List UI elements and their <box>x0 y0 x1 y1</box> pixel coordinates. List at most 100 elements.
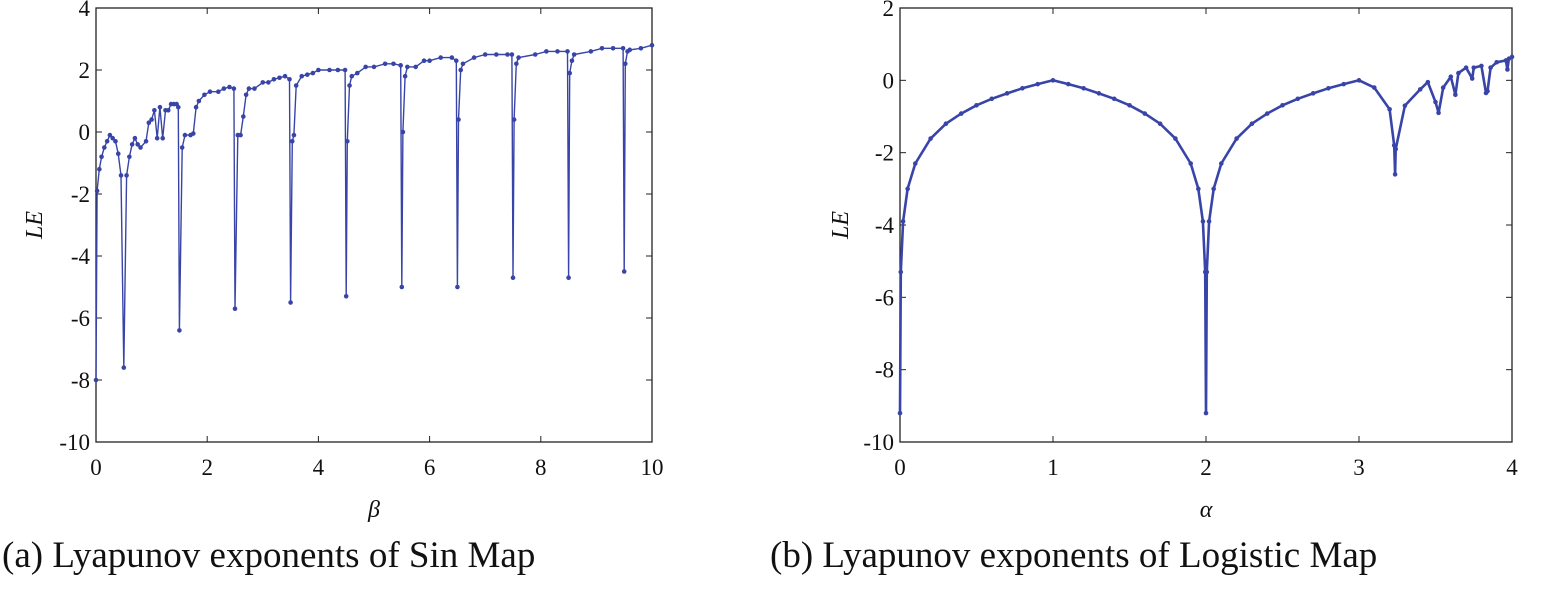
data-point <box>154 135 160 141</box>
y-tick-label: -6 <box>875 285 894 310</box>
data-point <box>1196 186 1201 192</box>
x-tick-label: 8 <box>535 455 547 480</box>
data-point <box>1440 85 1446 90</box>
data-point <box>449 55 455 60</box>
data-point <box>1341 81 1346 87</box>
data-point <box>1485 88 1490 94</box>
y-tick-label: 0 <box>79 120 91 145</box>
chart-1: 0 2 4 6 8 10 -10 -8 -6 -4 -2 0 2 4 β LE <box>22 0 664 523</box>
y-tick-label: 0 <box>883 68 895 93</box>
data-point <box>289 139 295 144</box>
data-point <box>1081 85 1086 91</box>
data-point <box>347 83 352 88</box>
data-point <box>391 61 396 67</box>
data-point <box>177 328 182 333</box>
data-point <box>588 49 594 54</box>
data-point <box>157 104 163 110</box>
data-point <box>97 166 102 172</box>
data-point <box>1463 65 1469 70</box>
data-point <box>1157 121 1163 127</box>
data-point <box>1096 91 1102 96</box>
series-line <box>898 55 1513 415</box>
data-point <box>110 135 115 141</box>
data-point <box>291 132 297 138</box>
x-tick-label: 2 <box>201 455 213 480</box>
data-point <box>1050 78 1056 83</box>
data-point <box>438 55 444 60</box>
data-point <box>231 86 237 91</box>
data-point <box>316 67 321 73</box>
data-point <box>571 52 577 57</box>
data-point <box>1372 85 1377 90</box>
data-point <box>1295 96 1301 102</box>
data-point <box>974 102 979 108</box>
data-point <box>121 365 127 370</box>
data-point <box>1402 103 1408 108</box>
y-tick-label: 2 <box>79 58 91 83</box>
data-point <box>1234 136 1239 141</box>
data-point <box>928 136 933 141</box>
data-point <box>104 139 110 144</box>
data-point <box>241 114 246 119</box>
data-point <box>398 63 403 68</box>
data-point <box>514 61 519 67</box>
data-point <box>1035 81 1040 87</box>
data-point <box>287 77 292 82</box>
data-point <box>599 46 605 51</box>
data-point <box>349 73 355 79</box>
data-point <box>400 129 406 135</box>
data-point <box>266 80 271 85</box>
x-tick-label: 10 <box>641 455 664 480</box>
data-point <box>335 67 341 73</box>
data-point <box>1505 67 1510 72</box>
data-point <box>179 145 185 150</box>
data-point <box>405 64 410 70</box>
data-point <box>399 284 405 290</box>
data-point <box>1326 85 1331 91</box>
data-point <box>127 154 132 160</box>
chart-2: 0 1 2 3 4 -10 -8 -6 -4 -2 0 2 α LE <box>828 0 1518 523</box>
data-point <box>1219 161 1224 166</box>
data-point <box>510 275 516 281</box>
data-point <box>202 92 207 98</box>
data-point <box>152 108 157 113</box>
data-point <box>135 142 140 147</box>
data-point <box>227 84 232 90</box>
data-point <box>620 46 626 51</box>
data-point <box>238 132 243 138</box>
x-tick-label: 0 <box>894 455 906 480</box>
data-point <box>455 284 460 290</box>
y-tick-label: -4 <box>875 213 895 238</box>
caption-b: (b) Lyapunov exponents of Logistic Map <box>770 535 1378 576</box>
y-tick-label: -10 <box>59 430 90 455</box>
data-point <box>958 111 964 116</box>
data-point <box>509 52 515 57</box>
data-point <box>913 161 918 166</box>
data-point <box>118 173 124 178</box>
data-point <box>1471 65 1477 70</box>
y-axis-label: LE <box>22 211 48 240</box>
y-tick-label: -2 <box>875 141 894 166</box>
data-point <box>1188 161 1193 166</box>
data-point <box>569 58 575 63</box>
data-point <box>193 104 199 110</box>
data-point <box>544 49 549 54</box>
y-tick-label: -8 <box>71 368 90 393</box>
data-point <box>1203 410 1209 416</box>
data-point <box>149 117 154 122</box>
data-point <box>115 151 121 156</box>
y-tick-label: -6 <box>71 306 90 331</box>
data-point <box>371 64 377 70</box>
data-point <box>1393 146 1399 152</box>
data-point <box>402 73 408 79</box>
data-point <box>138 145 143 150</box>
data-point <box>1392 172 1398 177</box>
data-point <box>382 61 388 67</box>
data-point <box>93 377 99 383</box>
data-point <box>293 83 299 88</box>
data-point <box>623 61 628 67</box>
data-point <box>277 75 282 81</box>
data-point <box>627 47 633 53</box>
x-tick-label: 4 <box>1506 455 1518 480</box>
data-point <box>1436 110 1441 116</box>
